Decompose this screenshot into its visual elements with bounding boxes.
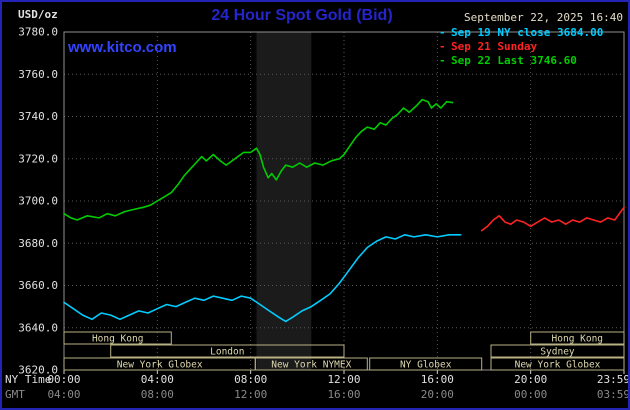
- session-label: Hong Kong: [552, 334, 603, 345]
- session-label: New York Globex: [117, 360, 203, 371]
- y-tick-label: 3620.0: [18, 364, 58, 377]
- legend-line-sample: -: [439, 40, 446, 53]
- y-tick-label: 3640.0: [18, 321, 58, 334]
- session-box: [254, 357, 368, 371]
- series-sep19-ny-close: [63, 234, 462, 323]
- session-label: New York Globex: [515, 360, 601, 371]
- session-box: [490, 357, 625, 371]
- session-label: London: [210, 347, 244, 358]
- session-label: New York NYMEX: [271, 360, 351, 371]
- series-sep21-sunday: [480, 206, 625, 232]
- x-tick-ny-time: 12:00: [327, 373, 360, 386]
- legend-label: Sep 19 NY close 3684.00: [451, 26, 604, 39]
- x-tick-gmt: 08:00: [141, 388, 174, 401]
- unit-label: USD/oz: [18, 8, 58, 21]
- session-box: [490, 344, 625, 358]
- y-tick-label: 3740.0: [18, 110, 58, 123]
- y-tick-label: 3680.0: [18, 237, 58, 250]
- ny-time-axis-label: NY Time: [5, 373, 52, 386]
- x-tick-gmt: 20:00: [421, 388, 454, 401]
- session-box: [63, 331, 172, 345]
- session-box: [110, 344, 345, 358]
- y-tick-label: 3660.0: [18, 279, 58, 292]
- legend-label: Sep 21 Sunday: [451, 40, 538, 53]
- legend-label: Sep 22 Last 3746.60: [451, 54, 577, 67]
- x-tick-ny-time: 00:00: [47, 373, 80, 386]
- kitco-link[interactable]: www.kitco.com: [68, 39, 177, 56]
- x-tick-ny-time: 08:00: [234, 373, 267, 386]
- session-label: Sydney: [540, 347, 575, 358]
- legend-line-sample: -: [439, 54, 446, 67]
- x-tick-gmt: 04:00: [47, 388, 80, 401]
- session-box: [369, 357, 483, 371]
- legend-entry-sep22: - Sep 22 Last 3746.60: [439, 54, 603, 68]
- x-tick-gmt: 16:00: [327, 388, 360, 401]
- x-tick-ny-time: 23:59: [597, 373, 630, 386]
- session-label: NY Globex: [400, 360, 452, 371]
- legend: - Sep 19 NY close 3684.00 - Sep 21 Sunday …: [439, 26, 603, 68]
- session-label: Hong Kong: [92, 334, 143, 345]
- shaded-session-band: [256, 32, 312, 370]
- legend-entry-sep21: - Sep 21 Sunday: [439, 40, 603, 54]
- legend-entry-sep19: - Sep 19 NY close 3684.00: [439, 26, 603, 40]
- gmt-axis-label: GMT: [5, 388, 25, 401]
- x-tick-gmt: 03:59: [597, 388, 630, 401]
- x-tick-gmt: 12:00: [234, 388, 267, 401]
- y-tick-label: 3700.0: [18, 195, 58, 208]
- chart-datetime: September 22, 2025 16:40: [464, 11, 623, 24]
- x-tick-ny-time: 16:00: [421, 373, 454, 386]
- y-tick-label: 3720.0: [18, 152, 58, 165]
- series-sep22-current: [63, 98, 454, 221]
- x-tick-ny-time: 20:00: [514, 373, 547, 386]
- session-box: [530, 331, 625, 345]
- x-tick-ny-time: 04:00: [141, 373, 174, 386]
- chart-title: 24 Hour Spot Gold (Bid): [211, 7, 393, 24]
- legend-line-sample: -: [439, 26, 446, 39]
- y-tick-label: 3780.0: [18, 26, 58, 39]
- y-tick-label: 3760.0: [18, 68, 58, 81]
- x-tick-gmt: 00:00: [514, 388, 547, 401]
